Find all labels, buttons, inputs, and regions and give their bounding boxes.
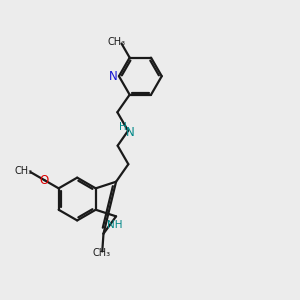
Text: H: H bbox=[119, 122, 127, 132]
Text: NH: NH bbox=[107, 220, 122, 230]
Text: CH₃: CH₃ bbox=[108, 37, 126, 47]
Text: N: N bbox=[126, 126, 135, 139]
Text: CH₃: CH₃ bbox=[14, 166, 32, 176]
Text: CH₃: CH₃ bbox=[93, 248, 111, 258]
Text: N: N bbox=[109, 70, 118, 83]
Text: O: O bbox=[40, 174, 49, 187]
